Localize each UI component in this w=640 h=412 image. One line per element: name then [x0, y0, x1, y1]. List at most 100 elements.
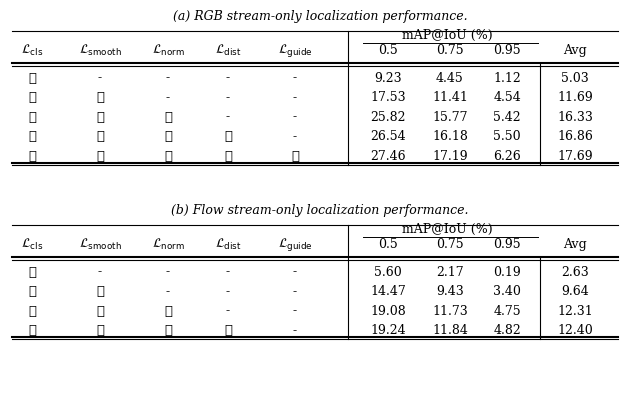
Text: $\mathcal{L}_{\mathrm{dist}}$: $\mathcal{L}_{\mathrm{dist}}$ [215, 42, 241, 58]
Text: -: - [293, 91, 297, 104]
Text: 4.54: 4.54 [493, 91, 521, 104]
Text: ✓: ✓ [28, 285, 36, 298]
Text: ✓: ✓ [164, 324, 172, 337]
Text: ✓: ✓ [28, 91, 36, 104]
Text: -: - [293, 110, 297, 124]
Text: 16.33: 16.33 [557, 110, 593, 124]
Text: 0.19: 0.19 [493, 266, 521, 279]
Text: ✓: ✓ [96, 150, 104, 163]
Text: ✓: ✓ [96, 130, 104, 143]
Text: 0.95: 0.95 [493, 237, 521, 250]
Text: -: - [166, 72, 170, 84]
Text: $\mathcal{L}_{\mathrm{guide}}$: $\mathcal{L}_{\mathrm{guide}}$ [278, 236, 312, 253]
Text: 16.18: 16.18 [432, 130, 468, 143]
Text: -: - [293, 324, 297, 337]
Text: (a) RGB stream-only localization performance.: (a) RGB stream-only localization perform… [173, 10, 467, 23]
Text: -: - [226, 110, 230, 124]
Text: $\mathcal{L}_{\mathrm{norm}}$: $\mathcal{L}_{\mathrm{norm}}$ [152, 42, 184, 58]
Text: 5.50: 5.50 [493, 130, 521, 143]
Text: -: - [166, 266, 170, 279]
Text: -: - [293, 72, 297, 84]
Text: 2.17: 2.17 [436, 266, 464, 279]
Text: -: - [166, 285, 170, 298]
Text: 5.42: 5.42 [493, 110, 521, 124]
Text: ✓: ✓ [28, 130, 36, 143]
Text: ✓: ✓ [96, 304, 104, 318]
Text: 19.08: 19.08 [370, 304, 406, 318]
Text: $\mathcal{L}_{\mathrm{cls}}$: $\mathcal{L}_{\mathrm{cls}}$ [21, 236, 43, 252]
Text: 9.43: 9.43 [436, 285, 464, 298]
Text: ✓: ✓ [164, 130, 172, 143]
Text: ✓: ✓ [28, 110, 36, 124]
Text: ✓: ✓ [224, 324, 232, 337]
Text: ✓: ✓ [28, 266, 36, 279]
Text: 17.69: 17.69 [557, 150, 593, 163]
Text: Avg: Avg [563, 44, 587, 56]
Text: 19.24: 19.24 [370, 324, 406, 337]
Text: ✓: ✓ [164, 150, 172, 163]
Text: ✓: ✓ [96, 91, 104, 104]
Text: 17.19: 17.19 [432, 150, 468, 163]
Text: ✓: ✓ [224, 130, 232, 143]
Text: ✓: ✓ [164, 110, 172, 124]
Text: $\mathcal{L}_{\mathrm{smooth}}$: $\mathcal{L}_{\mathrm{smooth}}$ [79, 236, 122, 252]
Text: 4.75: 4.75 [493, 304, 521, 318]
Text: ✓: ✓ [164, 304, 172, 318]
Text: 4.82: 4.82 [493, 324, 521, 337]
Text: -: - [166, 91, 170, 104]
Text: 25.82: 25.82 [371, 110, 406, 124]
Text: -: - [226, 304, 230, 318]
Text: $\mathcal{L}_{\mathrm{guide}}$: $\mathcal{L}_{\mathrm{guide}}$ [278, 42, 312, 59]
Text: -: - [226, 72, 230, 84]
Text: 11.69: 11.69 [557, 91, 593, 104]
Text: ✓: ✓ [291, 150, 299, 163]
Text: 11.41: 11.41 [432, 91, 468, 104]
Text: 5.03: 5.03 [561, 72, 589, 84]
Text: 6.26: 6.26 [493, 150, 521, 163]
Text: -: - [226, 91, 230, 104]
Text: $\mathcal{L}_{\mathrm{norm}}$: $\mathcal{L}_{\mathrm{norm}}$ [152, 236, 184, 252]
Text: $\mathcal{L}_{\mathrm{smooth}}$: $\mathcal{L}_{\mathrm{smooth}}$ [79, 42, 122, 58]
Text: Avg: Avg [563, 237, 587, 250]
Text: (b) Flow stream-only localization performance.: (b) Flow stream-only localization perfor… [172, 204, 468, 217]
Text: 0.75: 0.75 [436, 237, 464, 250]
Text: mAP@IoU (%): mAP@IoU (%) [402, 222, 493, 236]
Text: mAP@IoU (%): mAP@IoU (%) [402, 28, 493, 42]
Text: -: - [293, 266, 297, 279]
Text: 26.54: 26.54 [370, 130, 406, 143]
Text: 14.47: 14.47 [370, 285, 406, 298]
Text: 0.75: 0.75 [436, 44, 464, 56]
Text: -: - [293, 130, 297, 143]
Text: -: - [226, 266, 230, 279]
Text: -: - [98, 266, 102, 279]
Text: 12.31: 12.31 [557, 304, 593, 318]
Text: $\mathcal{L}_{\mathrm{cls}}$: $\mathcal{L}_{\mathrm{cls}}$ [21, 42, 43, 58]
Text: ✓: ✓ [96, 110, 104, 124]
Text: 11.73: 11.73 [432, 304, 468, 318]
Text: 16.86: 16.86 [557, 130, 593, 143]
Text: -: - [293, 285, 297, 298]
Text: ✓: ✓ [28, 324, 36, 337]
Text: 4.45: 4.45 [436, 72, 464, 84]
Text: 0.95: 0.95 [493, 44, 521, 56]
Text: 17.53: 17.53 [370, 91, 406, 104]
Text: ✓: ✓ [224, 150, 232, 163]
Text: 9.64: 9.64 [561, 285, 589, 298]
Text: 2.63: 2.63 [561, 266, 589, 279]
Text: $\mathcal{L}_{\mathrm{dist}}$: $\mathcal{L}_{\mathrm{dist}}$ [215, 236, 241, 252]
Text: 11.84: 11.84 [432, 324, 468, 337]
Text: 27.46: 27.46 [370, 150, 406, 163]
Text: -: - [98, 72, 102, 84]
Text: 1.12: 1.12 [493, 72, 521, 84]
Text: 0.5: 0.5 [378, 44, 398, 56]
Text: 9.23: 9.23 [374, 72, 402, 84]
Text: 12.40: 12.40 [557, 324, 593, 337]
Text: -: - [293, 304, 297, 318]
Text: 5.60: 5.60 [374, 266, 402, 279]
Text: ✓: ✓ [28, 72, 36, 84]
Text: ✓: ✓ [96, 324, 104, 337]
Text: ✓: ✓ [28, 150, 36, 163]
Text: -: - [226, 285, 230, 298]
Text: ✓: ✓ [96, 285, 104, 298]
Text: ✓: ✓ [28, 304, 36, 318]
